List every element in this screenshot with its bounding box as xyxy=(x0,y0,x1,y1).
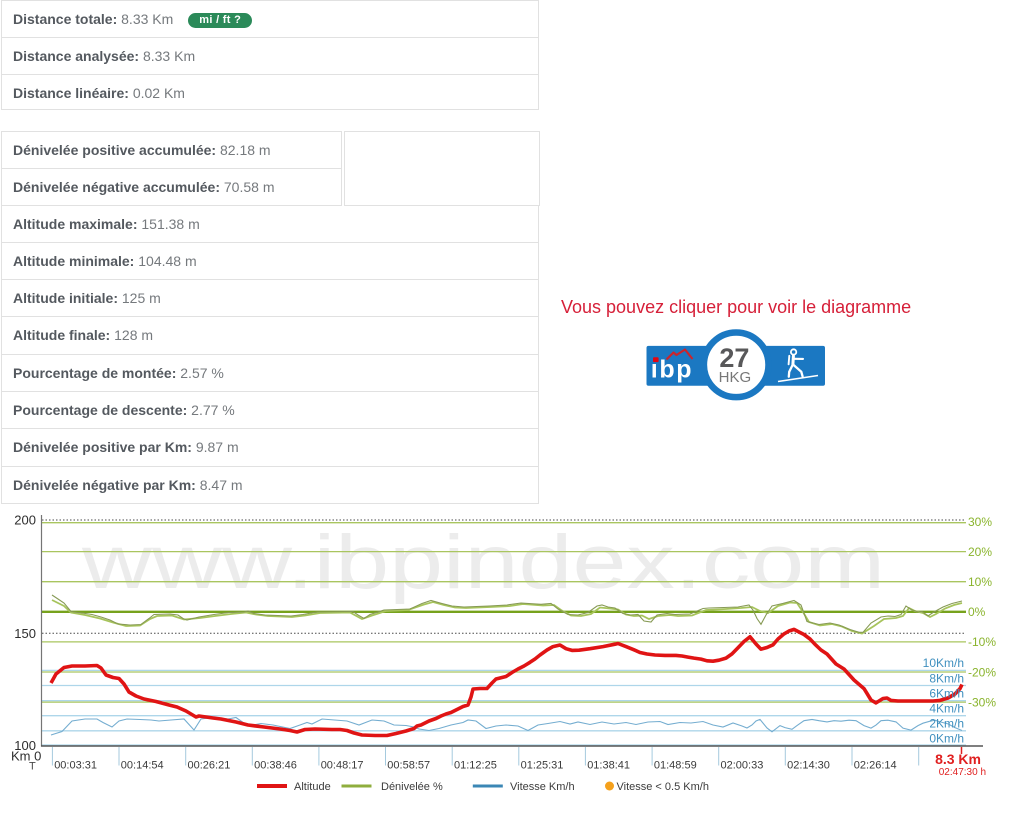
svg-text:02:47:30 h: 02:47:30 h xyxy=(939,767,986,778)
svg-text:Vitesse < 0.5 Km/h: Vitesse < 0.5 Km/h xyxy=(617,781,709,793)
svg-text:20%: 20% xyxy=(968,545,992,559)
svg-text:Altitude: Altitude xyxy=(294,781,331,793)
svg-text:8Km/h: 8Km/h xyxy=(929,671,964,685)
svg-text:150: 150 xyxy=(14,626,36,641)
svg-text:Km 0: Km 0 xyxy=(11,749,41,764)
svg-text:6Km/h: 6Km/h xyxy=(929,686,964,700)
svg-text:-30%: -30% xyxy=(968,695,996,709)
svg-text:01:48:59: 01:48:59 xyxy=(654,760,697,772)
svg-text:10Km/h: 10Km/h xyxy=(923,656,964,670)
svg-text:00:14:54: 00:14:54 xyxy=(121,760,164,772)
svg-text:02:14:30: 02:14:30 xyxy=(787,760,830,772)
svg-text:-10%: -10% xyxy=(968,635,996,649)
svg-text:-20%: -20% xyxy=(968,665,996,679)
svg-text:27: 27 xyxy=(719,343,749,373)
svg-text:100: 100 xyxy=(14,738,36,753)
svg-text:00:58:57: 00:58:57 xyxy=(387,760,430,772)
svg-text:01:25:31: 01:25:31 xyxy=(521,760,564,772)
svg-text:HKG: HKG xyxy=(719,369,752,386)
svg-text:00:26:21: 00:26:21 xyxy=(188,760,231,772)
svg-text:30%: 30% xyxy=(968,515,992,529)
svg-text:0Km/h: 0Km/h xyxy=(929,732,964,746)
svg-text:Vitesse Km/h: Vitesse Km/h xyxy=(510,781,575,793)
svg-text:www.ibpindex.com: www.ibpindex.com xyxy=(81,520,885,605)
svg-text:T: T xyxy=(29,761,36,773)
svg-text:10%: 10% xyxy=(968,575,992,589)
svg-text:01:38:41: 01:38:41 xyxy=(587,760,630,772)
svg-text:4Km/h: 4Km/h xyxy=(929,702,964,716)
svg-text:2Km/h: 2Km/h xyxy=(929,717,964,731)
svg-text:01:12:25: 01:12:25 xyxy=(454,760,497,772)
svg-text:00:48:17: 00:48:17 xyxy=(321,760,364,772)
svg-text:02:26:14: 02:26:14 xyxy=(854,760,897,772)
svg-text:200: 200 xyxy=(14,513,36,528)
svg-text:02:00:33: 02:00:33 xyxy=(721,760,764,772)
svg-text:0%: 0% xyxy=(968,605,986,619)
svg-text:Dénivelée %: Dénivelée % xyxy=(381,781,443,793)
svg-text:00:38:46: 00:38:46 xyxy=(254,760,297,772)
svg-text:8.3 Km: 8.3 Km xyxy=(935,751,981,767)
svg-text:00:03:31: 00:03:31 xyxy=(54,760,97,772)
